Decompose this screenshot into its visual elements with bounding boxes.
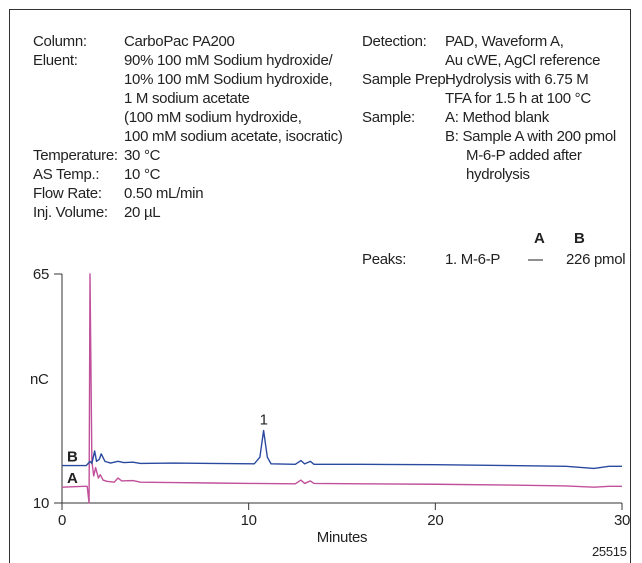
- x-axis-title: Minutes: [317, 529, 367, 546]
- peak-a-value: —: [528, 251, 543, 268]
- figure-id: 25515: [592, 544, 627, 559]
- peaks-header-b: B: [574, 230, 585, 247]
- eluent-line: 90% 100 mM Sodium hydroxide/: [124, 52, 333, 69]
- series-label-a: A: [67, 470, 78, 487]
- eluent-line: 1 M sodium acetate: [124, 90, 250, 107]
- temperature-label: Temperature:: [33, 147, 118, 164]
- flow-rate-label: Flow Rate:: [33, 185, 102, 202]
- sample-line: B: Sample A with 200 pmol: [445, 128, 616, 145]
- detection-label: Detection:: [362, 33, 427, 50]
- y-tick-label: 10: [33, 495, 49, 512]
- flow-rate-value: 0.50 mL/min: [124, 185, 204, 202]
- x-tick-label: 30: [614, 512, 630, 529]
- series-line-a: [61, 273, 622, 504]
- detection-line: Au cWE, AgCl reference: [445, 52, 601, 69]
- as-temp-value: 10 °C: [124, 166, 161, 183]
- peaks-header-a: A: [534, 230, 545, 247]
- x-tick-label: 0: [58, 512, 66, 529]
- sample-line: M-6-P added after: [466, 147, 582, 164]
- chart-labels: 0 10 20 30 10 65 Minutes nC BA 1: [30, 266, 630, 546]
- x-tick-label: 20: [427, 512, 443, 529]
- y-axis-title: nC: [30, 371, 49, 388]
- y-tick-label: 65: [33, 266, 49, 283]
- column-value: CarboPac PA200: [124, 33, 235, 50]
- sample-label: Sample:: [362, 109, 415, 126]
- peaks-label: Peaks:: [362, 251, 407, 268]
- inj-volume-value: 20 µL: [124, 204, 161, 221]
- eluent-line: (100 mM sodium hydroxide,: [124, 109, 302, 126]
- as-temp-label: AS Temp.:: [33, 166, 100, 183]
- peak-name: 1. M-6-P: [445, 251, 501, 268]
- sample-prep-line: TFA for 1.5 h at 100 °C: [445, 90, 591, 107]
- x-tick-label: 10: [241, 512, 257, 529]
- eluent-line: 100 mM sodium acetate, isocratic): [124, 128, 343, 145]
- peak-label: 1: [260, 412, 268, 429]
- eluent-line: 10% 100 mM Sodium hydroxide,: [124, 71, 333, 88]
- axes: [54, 273, 623, 510]
- peak-b-value: 226 pmol: [566, 251, 626, 268]
- series-line-b: [62, 429, 622, 470]
- sample-prep-label: Sample Prep:: [362, 71, 450, 88]
- sample-line: A: Method blank: [445, 109, 549, 126]
- detection-line: PAD, Waveform A,: [445, 33, 564, 50]
- temperature-value: 30 °C: [124, 147, 161, 164]
- series-group: [61, 273, 622, 504]
- sample-line: hydrolysis: [466, 166, 530, 183]
- eluent-label: Eluent:: [33, 52, 78, 69]
- inj-volume-label: Inj. Volume:: [33, 204, 108, 221]
- figure-frame: [9, 9, 631, 563]
- sample-prep-line: Hydrolysis with 6.75 M: [445, 71, 589, 88]
- series-label-b: B: [67, 449, 78, 466]
- column-label: Column:: [33, 33, 87, 50]
